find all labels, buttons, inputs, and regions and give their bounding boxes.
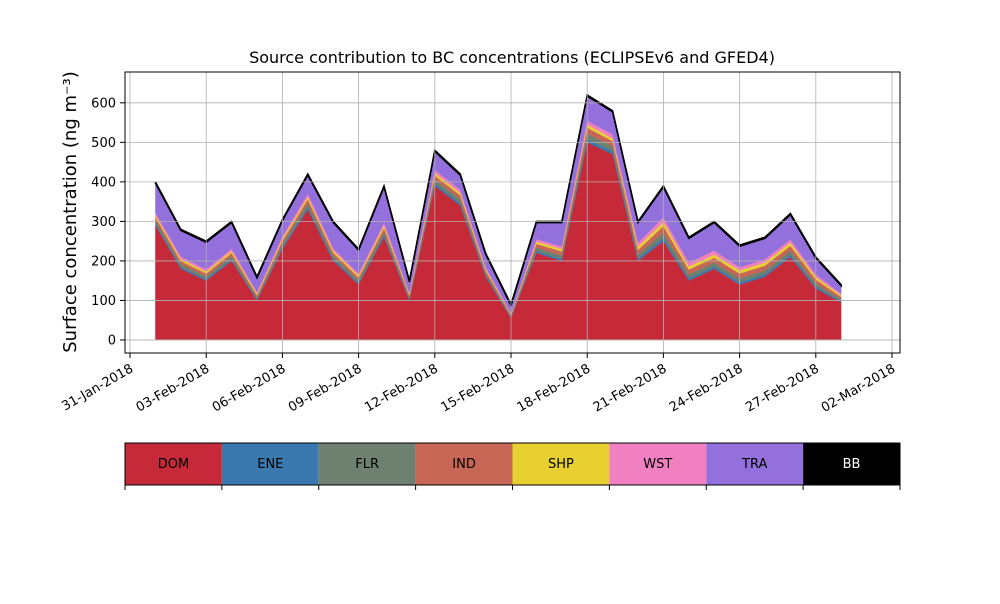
- x-tick-label: 21-Feb-2018: [591, 361, 670, 415]
- area: [154, 93, 842, 308]
- legend-swatch: [803, 443, 900, 485]
- legend-label: WST: [643, 457, 672, 472]
- legend-swatch: [512, 443, 610, 485]
- legend-label: SHP: [548, 457, 574, 472]
- legend-label: IND: [452, 457, 476, 472]
- x-tick-label: 24-Feb-2018: [667, 361, 746, 415]
- legend-swatch: [706, 443, 804, 485]
- area: [155, 142, 842, 341]
- x-tick-label: 02-Mar-2018: [819, 361, 898, 415]
- legend-swatch: [125, 443, 222, 485]
- y-tick-label: 400: [91, 175, 116, 190]
- legend-label: FLR: [355, 457, 379, 472]
- legend-swatch: [318, 443, 416, 485]
- y-tick-label: 0: [108, 333, 116, 348]
- y-tick-label: 100: [91, 294, 116, 309]
- x-tick-label: 06-Feb-2018: [210, 361, 289, 415]
- legend-label: ENE: [257, 457, 283, 472]
- chart-title: Source contribution to BC concentrations…: [249, 48, 775, 67]
- legend-swatch: [609, 443, 707, 485]
- legend-label: DOM: [158, 457, 189, 472]
- x-tick-label: 27-Feb-2018: [743, 361, 822, 415]
- x-tick-label: 15-Feb-2018: [438, 361, 517, 415]
- y-tick-label: 500: [91, 136, 116, 151]
- legend-swatch: [221, 443, 319, 485]
- y-tick-label: 300: [91, 215, 116, 230]
- x-tick-label: 31-Jan-2018: [59, 361, 136, 414]
- x-tick-label: 12-Feb-2018: [362, 361, 441, 415]
- legend-label: BB: [843, 457, 861, 472]
- y-axis-label: Surface concentration (ng m⁻³): [60, 71, 81, 353]
- legend-label: TRA: [741, 457, 767, 472]
- x-tick-label: 09-Feb-2018: [286, 361, 365, 415]
- x-tick-label: 03-Feb-2018: [134, 361, 213, 415]
- y-tick-label: 600: [91, 96, 116, 111]
- y-tick-label: 200: [91, 254, 116, 269]
- x-tick-label: 18-Feb-2018: [515, 361, 594, 415]
- legend-swatch: [415, 443, 513, 485]
- plot-frame: [124, 71, 901, 354]
